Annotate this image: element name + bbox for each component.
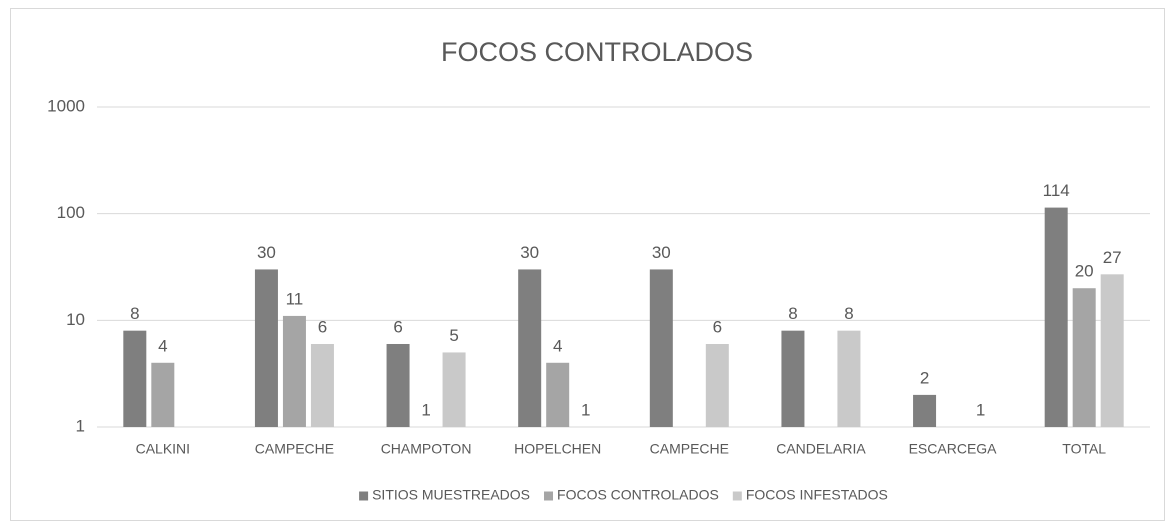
value-label: 20	[1075, 262, 1094, 281]
y-tick-label: 10	[66, 310, 85, 329]
bar	[1072, 288, 1096, 427]
x-tick-label: HOPELCHEN	[514, 441, 601, 457]
value-label: 1	[421, 400, 430, 419]
bar	[282, 315, 306, 427]
bar	[442, 352, 466, 427]
value-label: 8	[130, 304, 139, 323]
bar	[310, 343, 334, 427]
value-label: 27	[1103, 248, 1122, 267]
x-tick-label: CAMPECHE	[255, 441, 334, 457]
value-label: 30	[520, 243, 539, 262]
bar	[913, 394, 937, 427]
value-label: 1	[976, 400, 985, 419]
legend-swatch	[544, 491, 554, 501]
y-tick-label: 100	[57, 203, 85, 222]
value-label: 6	[713, 317, 722, 336]
legend-swatch	[732, 491, 742, 501]
value-label: 4	[158, 336, 167, 355]
x-tick-label: TOTAL	[1062, 441, 1106, 457]
x-tick-label: CHAMPOTON	[381, 441, 472, 457]
value-label: 1	[581, 400, 590, 419]
bar	[546, 362, 570, 427]
legend-label: FOCOS CONTROLADOS	[557, 487, 719, 503]
legend-label: SITIOS MUESTREADOS	[372, 487, 530, 503]
legend-swatch	[359, 491, 369, 501]
x-tick-label: ESCARCEGA	[909, 441, 998, 457]
y-tick-label: 1	[76, 416, 85, 435]
legend-label: FOCOS INFESTADOS	[746, 487, 888, 503]
x-tick-label: CAMPECHE	[650, 441, 729, 457]
bar	[151, 362, 175, 427]
value-label: 114	[1043, 181, 1070, 200]
chart-title: FOCOS CONTROLADOS	[441, 37, 753, 67]
bar	[1044, 207, 1068, 427]
x-tick-label: CANDELARIA	[776, 441, 866, 457]
value-label: 6	[393, 317, 402, 336]
y-tick-label: 1000	[47, 96, 85, 115]
value-label: 30	[652, 243, 671, 262]
value-label: 8	[788, 304, 797, 323]
value-label: 6	[318, 317, 327, 336]
value-label: 30	[257, 243, 276, 262]
bar	[705, 343, 729, 427]
bar	[1100, 274, 1124, 427]
chart-border	[10, 8, 1165, 521]
value-label: 8	[844, 304, 853, 323]
value-label: 4	[553, 336, 562, 355]
value-label: 11	[286, 289, 304, 308]
bar	[123, 330, 147, 427]
bar	[518, 269, 542, 427]
x-tick-label: CALKINI	[136, 441, 190, 457]
bar	[649, 269, 673, 427]
bar	[386, 343, 410, 427]
bar	[254, 269, 278, 427]
value-label: 5	[449, 326, 458, 345]
bar	[781, 330, 805, 427]
bar	[837, 330, 861, 427]
value-label: 2	[920, 368, 929, 387]
